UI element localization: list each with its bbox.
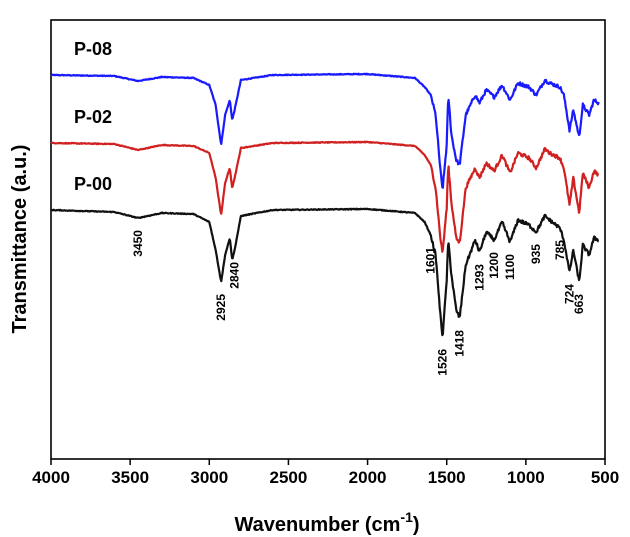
x-tick-label-3000: 3000	[190, 468, 228, 487]
series-label-p-08: P-08	[74, 39, 112, 59]
series-line-p-02	[50, 140, 600, 253]
peak-label-663: 663	[572, 294, 586, 314]
x-tick-label-2000: 2000	[349, 468, 387, 487]
x-axis-label-main: Wavenumber (cm	[234, 514, 400, 536]
peak-label-1601: 1601	[424, 247, 438, 274]
x-tick-label-2500: 2500	[270, 468, 308, 487]
x-tick-label-1500: 1500	[428, 468, 466, 487]
x-axis-ticks: 4000 3500 3000 2500 2000 1500 1000 500	[32, 459, 619, 487]
peak-label-1418: 1418	[453, 330, 467, 357]
peak-label-2925: 2925	[214, 294, 228, 321]
x-axis-label-close: )	[413, 514, 420, 536]
peak-label-1200: 1200	[487, 252, 501, 279]
series-layer	[50, 72, 600, 337]
peak-label-935: 935	[529, 244, 543, 264]
series-line-p-00	[50, 207, 600, 337]
peak-label-1293: 1293	[472, 264, 486, 291]
peak-label-785: 785	[553, 240, 567, 260]
peak-label-724: 724	[563, 284, 577, 304]
series-labels: P-08 P-02 P-00	[74, 39, 112, 194]
x-tick-label-1000: 1000	[507, 468, 545, 487]
series-line-p-08	[50, 72, 600, 189]
x-tick-label-500: 500	[591, 468, 619, 487]
plot-frame	[50, 19, 606, 460]
x-tick-label-4000: 4000	[32, 468, 70, 487]
x-tick-label-3500: 3500	[111, 468, 149, 487]
series-label-p-00: P-00	[74, 174, 112, 194]
peak-label-2840: 2840	[228, 262, 242, 289]
peak-label-1100: 1100	[503, 254, 517, 280]
x-axis-label: Wavenumber (cm-1)	[234, 509, 419, 536]
peak-label-3450: 3450	[131, 230, 145, 257]
peak-label-1526: 1526	[436, 349, 450, 376]
series-label-p-02: P-02	[74, 107, 112, 127]
y-axis-label: Transmittance (a.u.)	[9, 145, 31, 334]
x-axis-label-superscript: -1	[400, 509, 413, 525]
